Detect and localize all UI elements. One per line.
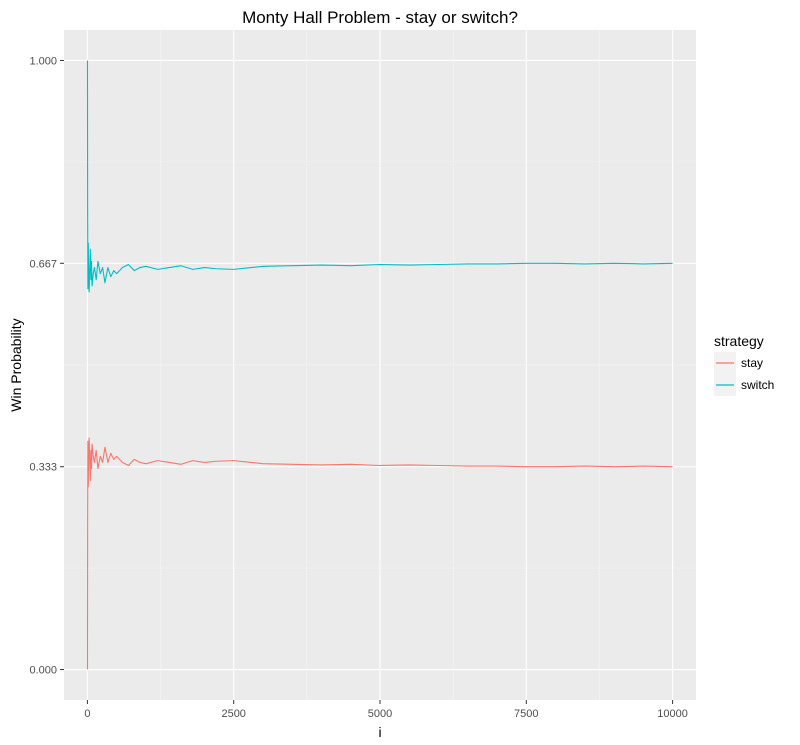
legend-title: strategy: [714, 333, 764, 349]
y-tick-label: 0.000: [29, 665, 57, 677]
x-axis: 0 2500 5000 7500 10000: [84, 700, 688, 720]
y-axis: 0.000 0.333 0.667 1.000: [29, 55, 64, 677]
y-tick-label: 0.667: [29, 258, 57, 270]
x-tick-label: 10000: [657, 708, 688, 720]
y-tick-label: 1.000: [29, 55, 57, 67]
x-tick-label: 0: [84, 708, 90, 720]
legend-label-stay: stay: [741, 356, 763, 370]
chart-title: Monty Hall Problem - stay or switch?: [242, 8, 518, 27]
series-layer: [86, 60, 673, 670]
x-tick-label: 5000: [368, 708, 392, 720]
series-line-switch: [86, 60, 673, 293]
legend-items: stay switch: [714, 352, 774, 396]
legend-label-switch: switch: [741, 378, 774, 392]
y-tick-label: 0.333: [29, 462, 57, 474]
x-axis-title: i: [378, 724, 381, 740]
legend: strategy stay switch: [714, 333, 774, 396]
series-line-stay: [86, 437, 673, 670]
x-tick-label: 7500: [514, 708, 538, 720]
x-tick-label: 2500: [221, 708, 245, 720]
y-axis-title: Win Probability: [8, 318, 24, 411]
